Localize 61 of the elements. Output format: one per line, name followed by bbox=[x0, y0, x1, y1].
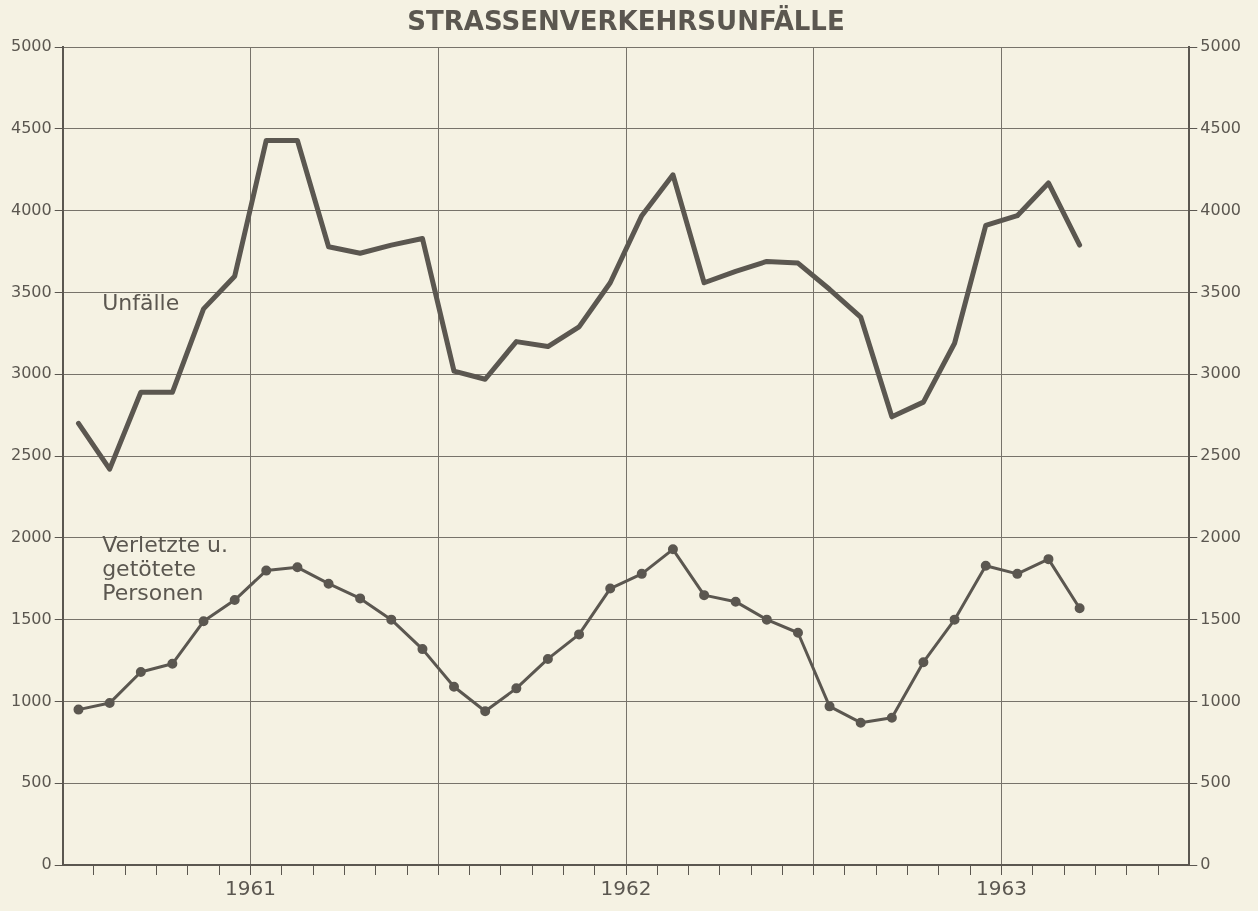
y-tick-label: 3000 bbox=[11, 363, 52, 383]
point bbox=[104, 698, 115, 709]
point bbox=[386, 614, 397, 625]
point bbox=[667, 544, 678, 555]
point bbox=[918, 657, 929, 668]
y2-tick-label: 1500 bbox=[1200, 608, 1241, 628]
y-tick-label: 4500 bbox=[11, 118, 52, 138]
y2-tick-label: 0 bbox=[1200, 854, 1211, 874]
y-tick-label: 1000 bbox=[11, 690, 52, 710]
point bbox=[699, 590, 710, 601]
point bbox=[261, 565, 272, 576]
point bbox=[292, 562, 303, 573]
point bbox=[135, 667, 146, 677]
x-tick-label: 1962 bbox=[600, 876, 652, 901]
y-tick-label: 1500 bbox=[11, 608, 52, 628]
point bbox=[855, 717, 866, 728]
y2-tick-label: 4000 bbox=[1200, 199, 1241, 219]
series-label: Unfälle bbox=[102, 290, 180, 316]
point bbox=[824, 701, 835, 712]
point bbox=[730, 596, 741, 607]
y2-tick-label: 3000 bbox=[1200, 363, 1241, 383]
y-tick-label: 3500 bbox=[11, 281, 52, 301]
y-tick-label: 0 bbox=[41, 854, 52, 874]
point bbox=[949, 614, 960, 625]
point bbox=[605, 583, 616, 594]
point bbox=[511, 683, 522, 694]
point bbox=[1043, 554, 1054, 565]
point bbox=[636, 568, 647, 579]
point bbox=[417, 644, 428, 655]
y-tick-label: 4000 bbox=[11, 199, 52, 219]
point bbox=[73, 704, 84, 715]
point bbox=[355, 593, 366, 604]
point bbox=[198, 616, 209, 627]
point bbox=[1074, 603, 1085, 614]
point bbox=[480, 706, 491, 717]
point bbox=[1012, 568, 1023, 579]
y2-tick-label: 3500 bbox=[1200, 281, 1241, 301]
point bbox=[886, 712, 897, 723]
y2-tick-label: 5000 bbox=[1200, 36, 1241, 56]
point bbox=[323, 578, 334, 589]
point bbox=[574, 629, 585, 640]
point bbox=[229, 595, 240, 606]
y2-tick-label: 2500 bbox=[1200, 445, 1241, 465]
y-tick-label: 500 bbox=[21, 772, 52, 792]
y-tick-label: 2500 bbox=[11, 445, 52, 465]
point bbox=[542, 653, 553, 664]
point bbox=[792, 627, 803, 638]
y2-tick-label: 4500 bbox=[1200, 118, 1241, 138]
point bbox=[167, 658, 178, 669]
y-tick-label: 2000 bbox=[11, 527, 52, 547]
point bbox=[449, 681, 460, 692]
y2-tick-label: 1000 bbox=[1200, 690, 1241, 710]
y-tick-label: 5000 bbox=[11, 36, 52, 56]
chart-title: STRASSENVERKEHRSUNFÄLLE bbox=[407, 5, 845, 37]
y2-tick-label: 500 bbox=[1200, 772, 1231, 792]
x-tick-label: 1961 bbox=[225, 876, 276, 901]
point bbox=[980, 560, 991, 571]
x-tick-label: 1963 bbox=[976, 876, 1027, 901]
point bbox=[761, 614, 772, 625]
series-label: Verletzte u. getötete Personen bbox=[102, 531, 228, 605]
y2-tick-label: 2000 bbox=[1200, 527, 1241, 547]
